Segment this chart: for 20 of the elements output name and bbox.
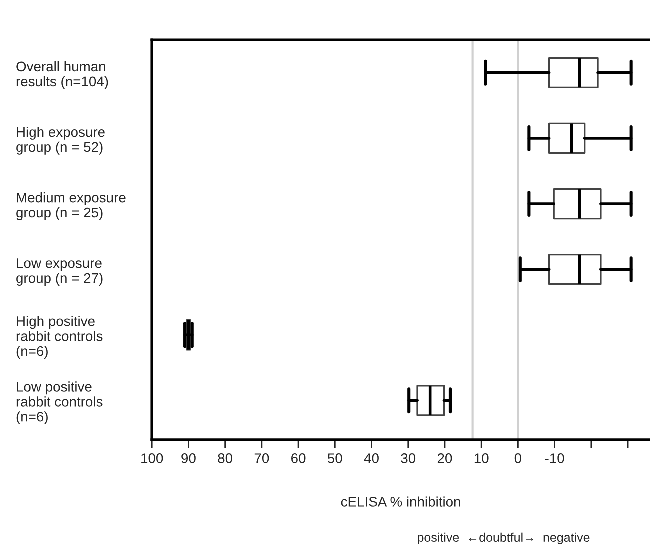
x-tick-label: 90: [182, 454, 196, 464]
text: positive ←doubtful→ negative: [418, 532, 590, 544]
x-tick-label: 80: [218, 454, 232, 464]
x-axis-title: cELISA % inhibition: [341, 496, 460, 507]
x-tick-label: 10: [474, 454, 489, 464]
x-tick-label: 40: [364, 454, 379, 464]
y-tick-label: High positive rabbit controls (n=6): [16, 316, 103, 359]
x-tick-label: 50: [328, 454, 342, 464]
y-tick-label: Medium exposure group (n = 25): [16, 192, 126, 220]
y-tick-label: Low positive rabbit controls (n=6): [16, 382, 103, 425]
x-tick-label: 20: [438, 454, 452, 464]
x-tick-label: -10: [545, 454, 564, 464]
y-tick-label: Low exposure group (n = 27): [16, 258, 103, 286]
x-tick-label: 0: [514, 454, 522, 464]
x-tick-label: 100: [142, 454, 164, 464]
y-tick-label: High exposure group (n = 52): [16, 126, 105, 155]
y-tick-label: Overall human results (n=104): [16, 61, 108, 90]
x-tick-label: 60: [292, 454, 306, 464]
x-tick-label: 70: [254, 454, 270, 464]
x-tick-label: 30: [401, 454, 416, 464]
